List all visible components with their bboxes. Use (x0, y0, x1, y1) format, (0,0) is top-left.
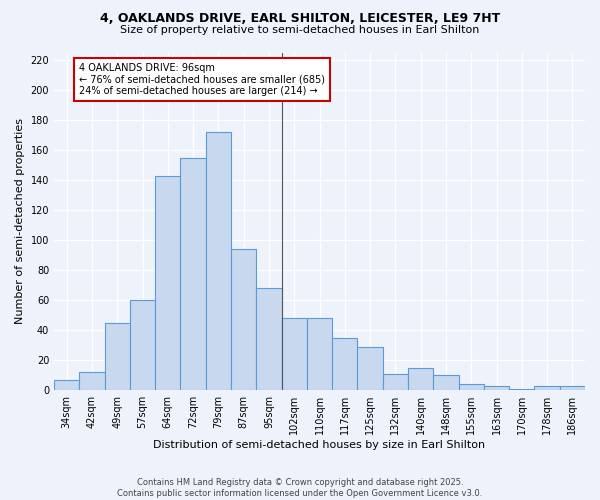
Bar (408, 368, 433, 390)
Bar (560, 386, 585, 390)
Bar (54, 380, 79, 390)
Text: 4 OAKLANDS DRIVE: 96sqm
← 76% of semi-detached houses are smaller (685)
24% of s: 4 OAKLANDS DRIVE: 96sqm ← 76% of semi-de… (79, 63, 325, 96)
Bar (104, 322, 130, 390)
Bar (358, 346, 383, 390)
Bar (458, 384, 484, 390)
Bar (256, 288, 281, 390)
Bar (484, 386, 509, 390)
Bar (130, 300, 155, 390)
Bar (206, 132, 231, 390)
Bar (383, 374, 408, 390)
X-axis label: Distribution of semi-detached houses by size in Earl Shilton: Distribution of semi-detached houses by … (154, 440, 485, 450)
Bar (155, 176, 181, 390)
Y-axis label: Number of semi-detached properties: Number of semi-detached properties (15, 118, 25, 324)
Bar (79, 372, 104, 390)
Bar (307, 318, 332, 390)
Text: Contains HM Land Registry data © Crown copyright and database right 2025.
Contai: Contains HM Land Registry data © Crown c… (118, 478, 482, 498)
Text: Size of property relative to semi-detached houses in Earl Shilton: Size of property relative to semi-detach… (121, 25, 479, 35)
Bar (181, 158, 206, 390)
Bar (231, 249, 256, 390)
Bar (433, 375, 458, 390)
Bar (332, 338, 358, 390)
Bar (509, 388, 535, 390)
Text: 4, OAKLANDS DRIVE, EARL SHILTON, LEICESTER, LE9 7HT: 4, OAKLANDS DRIVE, EARL SHILTON, LEICEST… (100, 12, 500, 26)
Bar (281, 318, 307, 390)
Bar (535, 386, 560, 390)
